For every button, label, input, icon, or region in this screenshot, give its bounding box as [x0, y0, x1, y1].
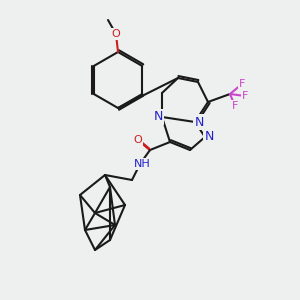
- Text: N: N: [204, 130, 214, 143]
- Text: F: F: [232, 101, 238, 111]
- Text: F: F: [242, 91, 248, 101]
- Text: F: F: [239, 79, 245, 89]
- Text: O: O: [112, 29, 120, 39]
- Text: NH: NH: [134, 159, 150, 169]
- Text: N: N: [194, 116, 204, 128]
- Text: N: N: [153, 110, 163, 124]
- Text: O: O: [134, 135, 142, 145]
